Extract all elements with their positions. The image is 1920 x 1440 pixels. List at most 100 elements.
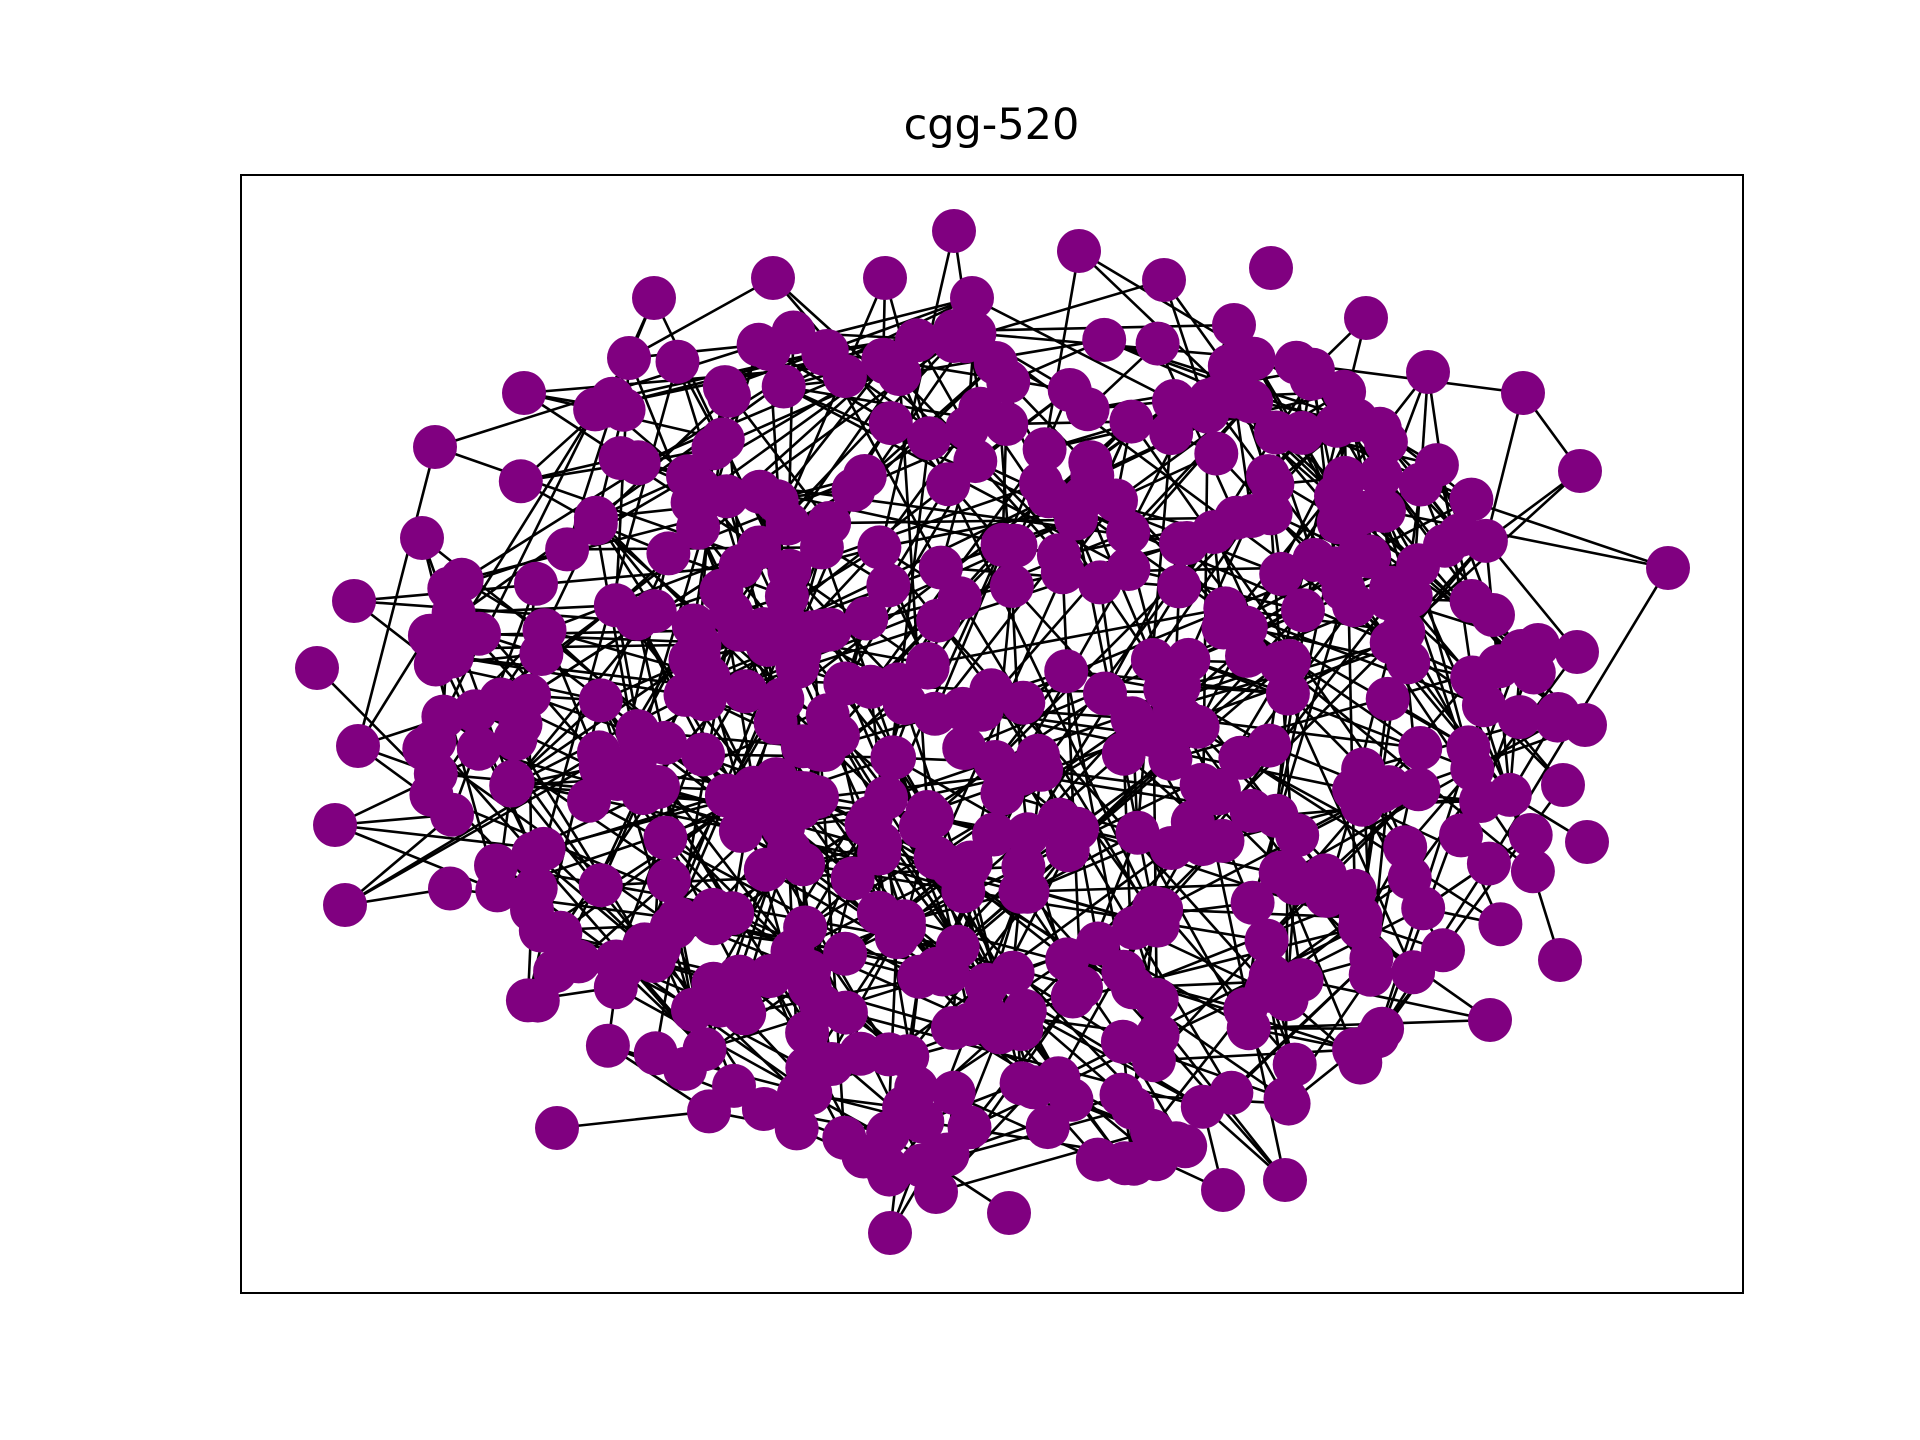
graph-node (573, 495, 618, 540)
graph-node (676, 505, 721, 550)
graph-node (1201, 1168, 1245, 1212)
graph-node (502, 371, 546, 415)
graph-node (1076, 921, 1120, 966)
graph-node (861, 337, 906, 382)
graph-node (1487, 772, 1532, 817)
graph-node (926, 462, 971, 507)
graph-node (1555, 630, 1599, 674)
graph-node (601, 387, 646, 432)
graph-node (972, 812, 1016, 857)
graph-node (799, 525, 844, 570)
graph-node (737, 469, 782, 514)
graph-node (332, 579, 376, 623)
graph-edge (356, 446, 437, 747)
graph-node (700, 417, 745, 462)
graph-node (747, 327, 792, 372)
graph-node (1154, 1121, 1199, 1166)
graph-node (1062, 475, 1107, 520)
graph-node (950, 276, 994, 320)
graph-node (1016, 733, 1060, 778)
graph-edge (1484, 392, 1525, 542)
graph-node (867, 1152, 912, 1197)
graph-edge (933, 554, 1060, 715)
graph-node (844, 802, 889, 847)
node-layer (295, 209, 1690, 1255)
graph-node (980, 522, 1025, 567)
graph-node (1022, 427, 1067, 472)
graph-node (717, 954, 762, 999)
graph-node (1508, 813, 1553, 857)
graph-edge (1043, 250, 1081, 450)
graph-node (857, 525, 902, 570)
graph-node (805, 693, 850, 738)
graph-node (881, 899, 926, 944)
graph-node (578, 744, 623, 789)
graph-node (1501, 371, 1545, 415)
graph-node (1538, 938, 1582, 982)
graph-node (868, 1211, 912, 1255)
graph-node (1019, 461, 1063, 506)
graph-node (632, 589, 677, 634)
graph-node (1229, 788, 1274, 833)
graph-edge (971, 296, 1175, 403)
graph-edge (433, 740, 706, 1051)
graph-node (774, 1106, 819, 1151)
graph-node (422, 626, 467, 671)
graph-node (1358, 453, 1403, 498)
graph-node (1365, 676, 1410, 721)
graph-node (1044, 649, 1089, 694)
graph-node (1272, 1042, 1317, 1087)
graph-node (1201, 605, 1246, 650)
graph-node (1244, 918, 1289, 963)
graph-node (848, 664, 893, 709)
graph-node (535, 1106, 579, 1150)
graph-node (670, 987, 715, 1032)
graph-edge (927, 607, 1226, 666)
graph-node (400, 516, 444, 560)
graph-node (607, 336, 651, 380)
graph-node (511, 831, 556, 876)
graph-node (323, 883, 367, 927)
graph-node (1094, 478, 1138, 523)
graph-node (753, 700, 798, 745)
graph-node (1057, 229, 1101, 273)
graph-node (1536, 692, 1581, 736)
graph-node (783, 771, 828, 816)
graph-node (1068, 440, 1113, 485)
graph-node (1422, 523, 1467, 568)
graph-node (1396, 767, 1441, 812)
graph-node (905, 645, 950, 690)
graph-node (866, 1110, 911, 1155)
graph-node (646, 858, 691, 903)
graph-node (1406, 350, 1450, 394)
graph-node (545, 527, 590, 572)
graph-node (1077, 560, 1122, 605)
graph-node (940, 686, 985, 731)
graph-node (1511, 650, 1556, 695)
graph-node (1082, 317, 1127, 362)
graph-node (1230, 880, 1275, 925)
graph-node (748, 954, 792, 999)
graph-node (1646, 546, 1690, 590)
graph-node (909, 795, 954, 840)
graph-edge (1160, 908, 1296, 1066)
graph-node (1289, 356, 1334, 401)
graph-node (785, 1010, 830, 1055)
graph-node (428, 866, 472, 911)
chart-title: cgg-520 (903, 100, 1080, 150)
graph-node (1304, 873, 1349, 918)
graph-node (1338, 1040, 1383, 1085)
graph-node (1254, 410, 1298, 455)
graph-node (1468, 998, 1512, 1042)
graph-node (1049, 1077, 1094, 1122)
graph-edge (885, 661, 1282, 800)
graph-node (1248, 954, 1293, 998)
graph-node (1332, 767, 1377, 812)
graph-node (1040, 550, 1085, 595)
graph-node (402, 726, 447, 771)
graph-node (1565, 820, 1609, 864)
graph-node (1388, 574, 1433, 619)
graph-edge (1136, 832, 1287, 1100)
graph-edge (334, 823, 544, 851)
graph-node (1349, 936, 1394, 981)
